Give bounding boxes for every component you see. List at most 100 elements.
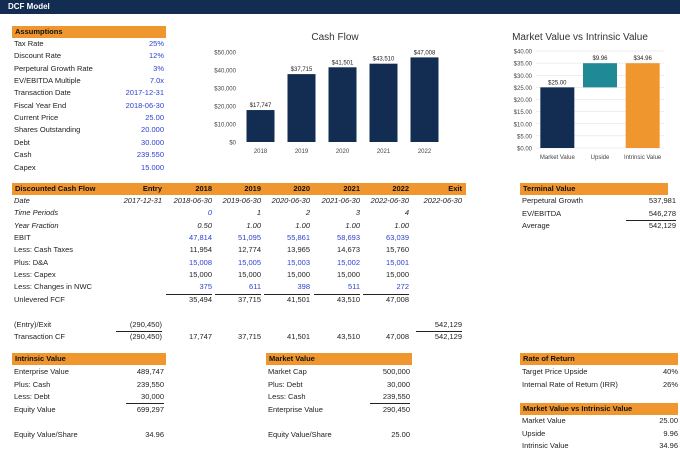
dcf-cell[interactable]: 55,861 <box>287 233 310 243</box>
assumptions-value[interactable]: 2018-06-30 <box>125 100 164 110</box>
dcf-cell[interactable]: 542,129 <box>434 331 462 341</box>
dcf-cell[interactable]: 272 <box>363 281 409 295</box>
dcf-cell[interactable]: 15,760 <box>386 245 409 255</box>
dcf-cell[interactable]: 47,008 <box>386 294 409 304</box>
dcf-cell[interactable]: 47,814 <box>189 233 212 243</box>
assumptions-value[interactable]: 3% <box>153 63 164 73</box>
dcf-header-cell: 2021 <box>343 184 360 193</box>
dcf-cell[interactable]: 542,129 <box>416 319 462 332</box>
cf-bar[interactable] <box>287 74 316 142</box>
intrinsic-row: Equity Value 699,297 <box>14 404 164 416</box>
dcf-cell[interactable]: 1 <box>256 208 261 218</box>
mvi-row: Market Value 25.00 <box>522 415 678 427</box>
terminal-value[interactable]: 537,981 <box>648 196 676 205</box>
dcf-cell[interactable]: 35,494 <box>189 294 212 304</box>
dcf-cell[interactable]: 41,501 <box>287 294 310 304</box>
assumptions-value[interactable]: 7.0x <box>149 76 164 86</box>
dcf-cell[interactable]: 375 <box>166 281 212 295</box>
intrinsic-row: Enterprise Value 489,747 <box>14 366 164 378</box>
intrinsic-value[interactable]: 699,297 <box>136 404 164 414</box>
intrinsic-value[interactable]: 489,747 <box>136 367 164 376</box>
dcf-cell[interactable]: 2021-06-30 <box>321 196 360 205</box>
dcf-cell[interactable]: 1.00 <box>295 220 310 230</box>
market-value[interactable]: 239,550 <box>370 391 410 405</box>
intrinsic-value[interactable]: 34.96 <box>145 429 164 439</box>
assumptions-value[interactable]: 2017-12-31 <box>125 88 164 98</box>
market-value[interactable]: 25.00 <box>391 429 410 439</box>
dcf-cell[interactable]: 15,000 <box>386 270 409 280</box>
dcf-cell[interactable]: 2018-06-30 <box>173 196 212 205</box>
dcf-cell[interactable]: 2022-06-30 <box>423 196 462 205</box>
dcf-cell[interactable]: 15,002 <box>337 257 360 267</box>
intrinsic-value[interactable]: 30,000 <box>126 391 164 405</box>
dcf-cell[interactable]: 2017-12-31 <box>123 196 162 205</box>
dcf-cell[interactable]: (290,450) <box>116 319 162 332</box>
dcf-cell[interactable]: 43,510 <box>337 331 360 341</box>
dcf-cell[interactable]: 611 <box>215 281 261 295</box>
cf-bar[interactable] <box>328 67 357 142</box>
dcf-cell[interactable]: 1.00 <box>246 220 261 230</box>
terminal-value[interactable]: 542,129 <box>648 221 676 230</box>
dcf-cell[interactable]: 511 <box>314 281 360 295</box>
dcf-cell[interactable]: 398 <box>264 281 310 295</box>
dcf-cell[interactable]: 37,715 <box>238 331 261 341</box>
ror-value[interactable]: 26% <box>662 379 678 389</box>
dcf-cell[interactable]: 15,008 <box>189 257 212 267</box>
dcf-cell[interactable]: 47,008 <box>386 331 409 341</box>
dcf-cell[interactable]: 1.00 <box>345 220 360 230</box>
dcf-cell[interactable]: 15,000 <box>287 270 310 280</box>
mvi-bar[interactable] <box>540 87 575 148</box>
mvi-bar[interactable] <box>583 63 617 88</box>
dcf-cell[interactable]: 37,715 <box>238 294 261 304</box>
assumptions-value[interactable]: 30.000 <box>141 137 164 147</box>
intrinsic-value[interactable]: 239,550 <box>136 379 164 389</box>
mvi-row: Upside 9.96 <box>522 428 678 440</box>
mvi-ytick-label: $0.00 <box>517 147 533 153</box>
dcf-cell[interactable]: 3 <box>355 208 360 218</box>
dcf-cell[interactable]: 15,000 <box>189 270 212 280</box>
mvi-bar[interactable] <box>625 63 660 148</box>
cf-bar[interactable] <box>410 57 439 142</box>
dcf-cell[interactable]: 58,693 <box>337 233 360 243</box>
mvi-value[interactable]: 9.96 <box>663 428 678 438</box>
market-value[interactable]: 290,450 <box>382 404 410 414</box>
assumptions-value[interactable]: 239.550 <box>136 150 164 160</box>
mvi-ytick-label: $35.00 <box>514 62 533 68</box>
terminal-value[interactable]: 546,278 <box>626 208 676 221</box>
dcf-cell[interactable]: 0.50 <box>197 220 212 230</box>
dcf-cell[interactable]: 12,774 <box>238 245 261 255</box>
dcf-cell[interactable]: (290,450) <box>129 331 162 341</box>
dcf-cell[interactable]: 2019-06-30 <box>222 196 261 205</box>
dcf-cell[interactable]: 17,747 <box>189 331 212 341</box>
cf-bar[interactable] <box>369 63 398 142</box>
mvi-value[interactable]: 34.96 <box>659 441 678 450</box>
dcf-cell[interactable]: 0 <box>207 208 212 218</box>
cf-bar[interactable] <box>246 110 275 142</box>
dcf-cell[interactable]: 2022-06-30 <box>370 196 409 205</box>
dcf-cell[interactable]: 2020-06-30 <box>271 196 310 205</box>
dcf-cell[interactable]: 15,001 <box>386 257 409 267</box>
dcf-cell[interactable]: 1.00 <box>394 220 409 230</box>
assumptions-value[interactable]: 25% <box>148 39 164 48</box>
dcf-cell[interactable]: 63,039 <box>386 233 409 243</box>
dcf-cell[interactable]: 15,000 <box>337 270 360 280</box>
ror-value[interactable]: 40% <box>662 367 678 376</box>
dcf-cell[interactable]: 51,095 <box>238 233 261 243</box>
dcf-cell[interactable]: 15,003 <box>287 257 310 267</box>
dcf-cell[interactable]: 4 <box>404 208 409 218</box>
dcf-cell[interactable]: 14,673 <box>337 245 360 255</box>
assumptions-value[interactable]: 12% <box>148 51 164 61</box>
dcf-cell[interactable]: 11,954 <box>189 245 212 255</box>
dcf-cell[interactable]: 15,000 <box>238 270 261 280</box>
mvi-value[interactable]: 25.00 <box>659 416 678 425</box>
market-value[interactable]: 500,000 <box>382 367 410 376</box>
dcf-cell[interactable]: 2 <box>305 208 310 218</box>
assumptions-value[interactable]: 25.00 <box>145 113 164 123</box>
dcf-cell[interactable]: 15,005 <box>238 257 261 267</box>
dcf-cell[interactable]: 41,501 <box>287 331 310 341</box>
assumptions-value[interactable]: 20.000 <box>141 125 164 135</box>
market-value[interactable]: 30,000 <box>387 379 410 389</box>
dcf-cell[interactable]: 43,510 <box>337 294 360 304</box>
assumptions-value[interactable]: 15.000 <box>141 162 164 172</box>
dcf-cell[interactable]: 13,965 <box>287 245 310 255</box>
